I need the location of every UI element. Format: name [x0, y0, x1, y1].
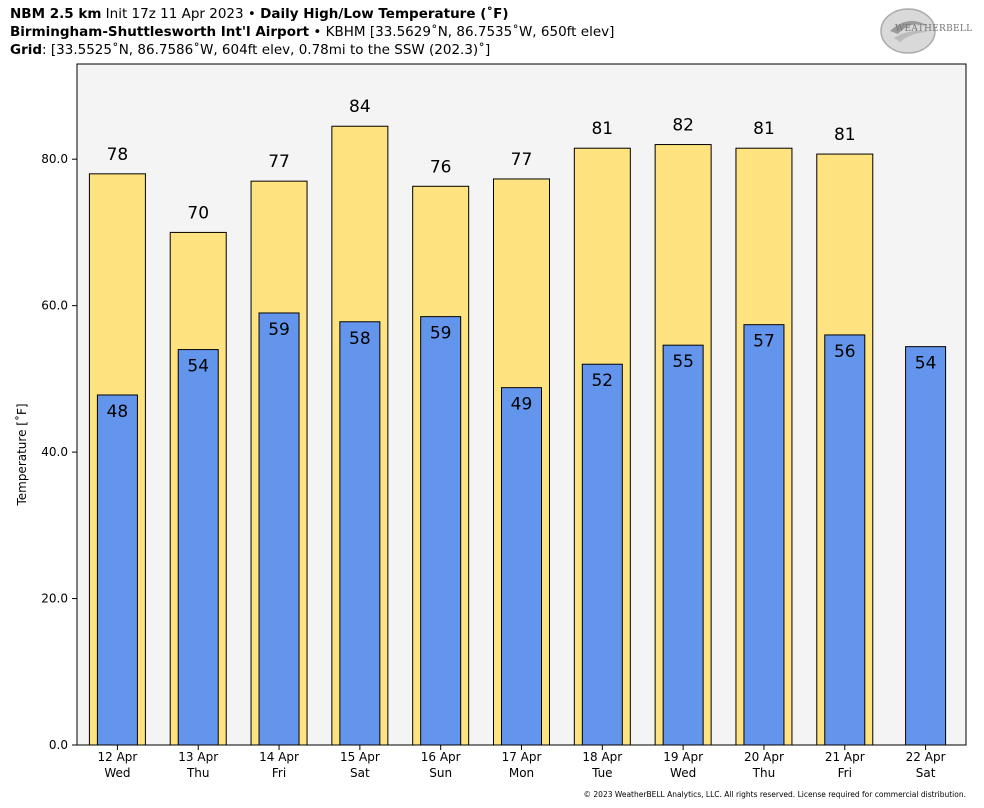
x-tick-label-date: 20 Apr: [744, 750, 784, 764]
low-temp-bar: [662, 344, 704, 746]
header-line-model: NBM 2.5 km Init 17z 11 Apr 2023 • Daily …: [10, 5, 509, 23]
x-tick-label-date: 16 Apr: [421, 750, 461, 764]
x-tick-label-weekday: Wed: [104, 766, 130, 780]
low-temp-label: 57: [753, 332, 775, 352]
low-temp-bar: [420, 316, 462, 746]
init-time: Init 17z 11 Apr 2023 •: [101, 6, 261, 22]
station-detail: • KBHM [33.5629˚N, 86.7535˚W, 650ft elev…: [309, 24, 615, 40]
high-temp-label: 82: [672, 116, 694, 136]
header-line-station: Birmingham-Shuttlesworth Int'l Airport •…: [10, 23, 614, 41]
low-temp-bar: [258, 312, 300, 746]
y-tick-label: 80.0: [41, 152, 68, 166]
x-tick-label-weekday: Mon: [509, 766, 534, 780]
x-tick-label-weekday: Wed: [670, 766, 696, 780]
x-tick-label-date: 21 Apr: [825, 750, 865, 764]
high-temp-label: 81: [834, 125, 856, 145]
low-temp-label: 59: [268, 320, 290, 340]
x-tick-label-date: 17 Apr: [502, 750, 542, 764]
low-temp-label: 54: [187, 357, 209, 377]
x-tick-label-date: 19 Apr: [663, 750, 703, 764]
x-tick-label-weekday: Fri: [272, 766, 286, 780]
grid-label: Grid: [10, 42, 43, 58]
high-temp-label: 77: [511, 150, 533, 170]
low-temp-label: 52: [591, 371, 613, 391]
x-tick-label-date: 13 Apr: [178, 750, 218, 764]
x-tick-label-date: 22 Apr: [906, 750, 946, 764]
y-tick-label: 60.0: [41, 299, 68, 313]
low-temp-bar: [177, 349, 219, 746]
x-tick-label-date: 15 Apr: [340, 750, 380, 764]
x-tick-label-weekday: Sat: [916, 766, 936, 780]
low-temp-label: 49: [511, 395, 533, 415]
high-temp-label: 70: [187, 203, 209, 223]
logo-text: WEATHERBELL: [895, 24, 973, 34]
high-temp-label: 81: [753, 119, 775, 139]
low-temp-label: 55: [672, 352, 694, 372]
product-title: Daily High/Low Temperature (˚F): [260, 6, 509, 22]
x-tick-label-weekday: Thu: [186, 766, 210, 780]
low-temp-label: 48: [107, 402, 129, 422]
low-temp-bar: [581, 363, 623, 746]
low-temp-bar: [743, 324, 785, 746]
low-temp-bar: [501, 387, 542, 746]
low-temp-label: 54: [915, 354, 937, 374]
low-temp-bar: [96, 394, 138, 746]
copyright-notice: © 2023 WeatherBELL Analytics, LLC. All r…: [583, 790, 966, 799]
low-temp-label: 59: [430, 324, 452, 344]
low-temp-bar: [339, 321, 381, 746]
low-temp-bar: [905, 346, 947, 746]
high-temp-label: 76: [430, 157, 452, 177]
y-axis-label: Temperature [˚F]: [14, 403, 29, 506]
x-tick-label-weekday: Thu: [752, 766, 776, 780]
y-tick-label: 20.0: [41, 592, 68, 606]
station-name: Birmingham-Shuttlesworth Int'l Airport: [10, 24, 310, 40]
grid-detail: : [33.5525˚N, 86.7586˚W, 604ft elev, 0.7…: [42, 42, 491, 58]
x-tick-label-weekday: Fri: [838, 766, 852, 780]
weatherbell-logo-icon: [880, 8, 936, 54]
x-tick-label-date: 12 Apr: [97, 750, 137, 764]
x-tick-label-weekday: Sun: [429, 766, 452, 780]
high-temp-label: 77: [268, 152, 290, 172]
x-tick-label-date: 14 Apr: [259, 750, 299, 764]
high-temp-label: 81: [591, 119, 613, 139]
y-tick-label: 0.0: [49, 738, 68, 752]
high-temp-label: 84: [349, 97, 371, 117]
y-tick-label: 40.0: [41, 445, 68, 459]
header-line-grid: Grid: [33.5525˚N, 86.7586˚W, 604ft elev,…: [10, 41, 490, 59]
low-temp-label: 58: [349, 329, 371, 349]
model-name: NBM 2.5 km: [10, 6, 102, 22]
x-tick-label-date: 18 Apr: [582, 750, 622, 764]
x-tick-label-weekday: Sat: [350, 766, 370, 780]
x-tick-label-weekday: Tue: [591, 766, 613, 780]
high-temp-label: 78: [107, 145, 129, 165]
low-temp-bar: [824, 334, 866, 746]
low-temp-label: 56: [834, 342, 856, 362]
